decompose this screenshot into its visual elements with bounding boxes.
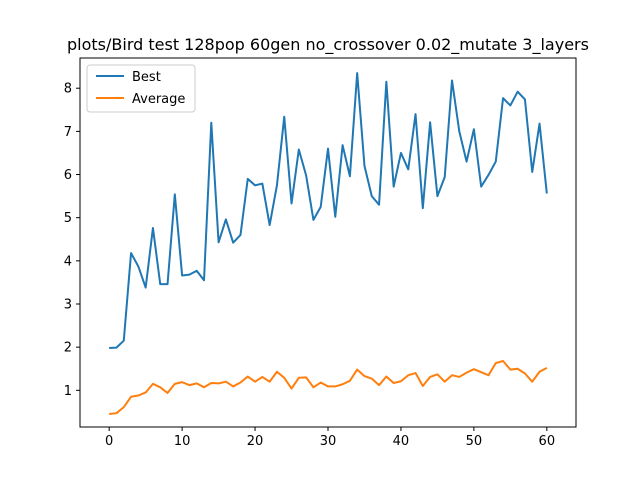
x-tick-label: 40	[393, 434, 410, 449]
x-tick-label: 50	[466, 434, 483, 449]
legend-label-best: Best	[132, 70, 161, 85]
series-lines	[109, 72, 548, 416]
x-tick-label: 60	[539, 434, 556, 449]
y-tick-label: 6	[64, 168, 72, 183]
y-tick-label: 2	[64, 341, 72, 356]
x-axis: 0 10 20 30 40 50 60	[105, 427, 555, 449]
x-tick-label: 20	[247, 434, 264, 449]
chart-title: plots/Bird test 128pop 60gen no_crossove…	[67, 35, 589, 55]
series-line-average	[109, 359, 548, 416]
series-line-best	[109, 72, 548, 350]
y-tick-label: 3	[64, 298, 72, 313]
x-tick-label: 0	[105, 434, 113, 449]
y-tick-label: 7	[64, 125, 72, 140]
legend-label-average: Average	[132, 92, 185, 107]
y-tick-label: 5	[64, 211, 72, 226]
x-tick-label: 10	[174, 434, 191, 449]
legend: Best Average	[86, 64, 196, 113]
y-axis: 1 2 3 4 5 6 7 8	[64, 82, 80, 399]
y-tick-label: 8	[64, 82, 72, 97]
y-tick-label: 1	[64, 384, 72, 399]
x-tick-label: 30	[320, 434, 337, 449]
y-tick-label: 4	[64, 254, 72, 269]
